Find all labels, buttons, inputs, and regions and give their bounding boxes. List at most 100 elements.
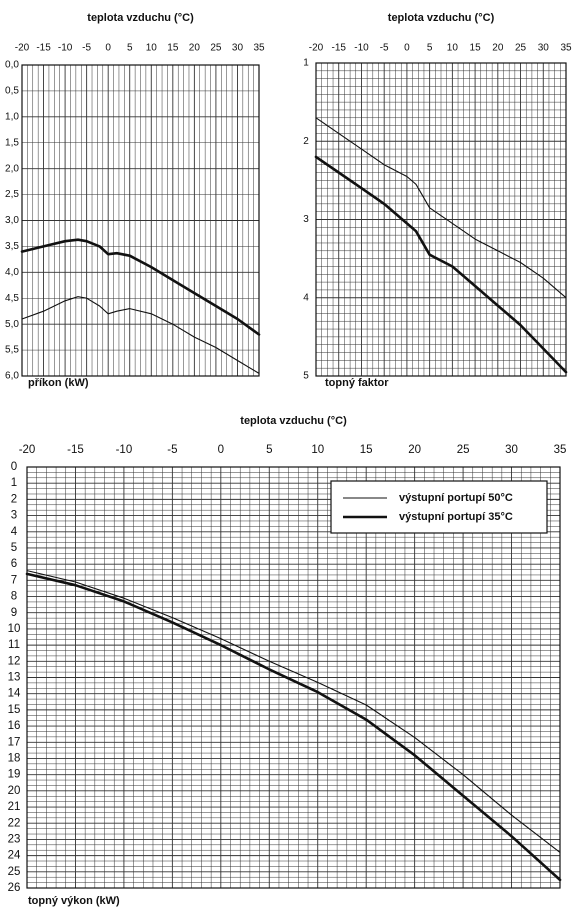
x-tick-label: -10 xyxy=(116,444,133,456)
plot-frame xyxy=(26,466,561,889)
y-tick-label: 3,5 xyxy=(5,241,19,252)
x-tick-label: 15 xyxy=(360,444,373,456)
y-tick-label: 16 xyxy=(8,720,21,732)
y-tick-label: 5 xyxy=(11,542,17,554)
y-tick-label: 1,0 xyxy=(5,111,19,122)
series-topny-faktor-thin-line xyxy=(315,117,567,299)
y-tick-label: 20 xyxy=(8,785,21,797)
y-tick-label: 4 xyxy=(11,526,18,538)
y-tick-label: 9 xyxy=(11,607,17,619)
y-tick-label: 6 xyxy=(11,558,17,570)
y-tick-label: 8 xyxy=(11,591,17,603)
grid-topny-faktor xyxy=(315,62,567,377)
y-tick-label: 12 xyxy=(8,655,21,667)
y-tick-label: 24 xyxy=(8,850,21,862)
y-tick-label: 15 xyxy=(8,704,21,716)
x-tick-label: 20 xyxy=(408,444,421,456)
series-prikon-thin-line xyxy=(21,296,260,374)
y-tick-label: 3,0 xyxy=(5,215,19,226)
chart-title: teplota vzduchu (°C) xyxy=(388,12,495,24)
y-tick-label: 1 xyxy=(303,58,309,69)
y-tick-label: 0 xyxy=(11,461,17,473)
series-prikon-thick-line xyxy=(20,238,261,336)
series-topny-faktor-thick-line xyxy=(314,155,568,374)
legend-label: výstupní portupí 35°C xyxy=(399,511,513,523)
y-tick-label: 10 xyxy=(8,623,21,635)
chart-title: teplota vzduchu (°C) xyxy=(240,415,347,427)
x-tick-label: -5 xyxy=(167,444,177,456)
x-tick-label: 0 xyxy=(105,43,111,54)
y-tick-label: 4,5 xyxy=(5,293,19,304)
y-tick-label: 21 xyxy=(8,801,21,813)
x-tick-label: 0 xyxy=(218,444,224,456)
x-tick-label: 35 xyxy=(560,43,572,54)
x-tick-label: 35 xyxy=(554,444,567,456)
x-tick-label: -10 xyxy=(58,43,73,54)
y-axis-label: příkon (kW) xyxy=(28,377,89,389)
x-tick-label: 5 xyxy=(427,43,433,54)
y-tick-label: 6,0 xyxy=(5,371,19,382)
grid-prikon xyxy=(21,64,260,377)
x-tick-label: 10 xyxy=(146,43,158,54)
y-tick-label: 2,5 xyxy=(5,189,19,200)
x-tick-label: 5 xyxy=(127,43,133,54)
y-tick-label: 26 xyxy=(8,882,21,894)
series-topny-vykon-thick-line xyxy=(25,572,562,882)
x-tick-label: -15 xyxy=(67,444,84,456)
y-axis-label: topný výkon (kW) xyxy=(28,895,120,907)
x-tick-label: 25 xyxy=(515,43,527,54)
y-tick-label: 0,0 xyxy=(5,60,19,71)
y-tick-label: 19 xyxy=(8,769,21,781)
legend-label: výstupní portupí 50°C xyxy=(399,492,513,504)
x-tick-label: 30 xyxy=(505,444,518,456)
series-topny-vykon-thin-line xyxy=(26,570,561,853)
plot-frame xyxy=(21,64,260,377)
x-tick-label: 15 xyxy=(470,43,482,54)
y-tick-label: 22 xyxy=(8,817,21,829)
y-tick-label: 5,0 xyxy=(5,319,19,330)
grid-topny-vykon xyxy=(26,466,561,889)
plot-frame xyxy=(315,62,567,377)
chart-topny-vykon: -20 -15 -10 -5 0 5 10 15 20 25 30 35012345678910111… xyxy=(8,415,567,907)
x-tick-label: -20 xyxy=(309,43,324,54)
y-tick-label: 14 xyxy=(8,688,21,700)
x-tick-label: 35 xyxy=(253,43,265,54)
x-tick-label: 20 xyxy=(189,43,201,54)
legend-box xyxy=(330,480,548,534)
y-tick-label: 2 xyxy=(11,493,17,505)
y-tick-label: 18 xyxy=(8,752,21,764)
x-tick-label: -15 xyxy=(332,43,347,54)
x-tick-label: -20 xyxy=(15,43,30,54)
y-tick-label: 5 xyxy=(303,371,309,382)
y-tick-label: 4 xyxy=(303,292,309,303)
y-tick-label: 23 xyxy=(8,833,21,845)
legend: výstupní portupí 50°C výstupní portupí 35… xyxy=(330,480,548,534)
y-tick-label: 1 xyxy=(11,477,17,489)
y-tick-label: 5,5 xyxy=(5,345,19,356)
y-tick-label: 7 xyxy=(11,574,17,586)
y-axis-label: topný faktor xyxy=(325,377,389,389)
y-tick-label: 17 xyxy=(8,736,21,748)
x-tick-label: 25 xyxy=(210,43,222,54)
y-tick-label: 11 xyxy=(8,639,20,651)
x-tick-label: 30 xyxy=(538,43,550,54)
x-tick-label: 10 xyxy=(311,444,324,456)
y-tick-label: 0,5 xyxy=(5,86,19,97)
y-tick-label: 3 xyxy=(303,214,309,225)
y-tick-label: 25 xyxy=(8,866,21,878)
x-tick-label: -15 xyxy=(36,43,51,54)
x-tick-label: 20 xyxy=(492,43,504,54)
chart-topny-faktor: -20 -15 -10 -5 0 5 10 15 20 25 30 35 1 2 3 4 5 teplota vz… xyxy=(303,12,572,389)
x-tick-label: -5 xyxy=(380,43,389,54)
y-tick-label: 2,0 xyxy=(5,163,19,174)
x-tick-label: 0 xyxy=(404,43,410,54)
y-tick-label: 1,5 xyxy=(5,137,19,148)
x-tick-label: -20 xyxy=(19,444,36,456)
x-tick-label: 15 xyxy=(167,43,179,54)
x-tick-label: 10 xyxy=(447,43,459,54)
y-tick-label: 2 xyxy=(303,136,309,147)
x-tick-label: -10 xyxy=(354,43,369,54)
chart-title: teplota vzduchu (°C) xyxy=(87,12,194,24)
